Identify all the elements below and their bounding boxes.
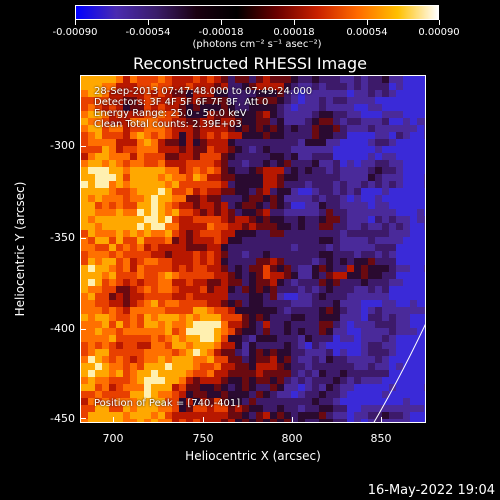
timestamp: 16-May-2022 19:04	[367, 483, 495, 498]
info-detectors: Detectors: 3F 4F 5F 6F 7F 8F, Att 0	[94, 97, 269, 108]
x-tick-label: 700	[102, 432, 124, 445]
x-tick-label: 850	[370, 432, 392, 445]
y-tick-label: -450	[50, 412, 75, 425]
image-heatmap	[81, 76, 425, 422]
y-tick-label: -300	[50, 139, 75, 152]
info-clean-counts: Clean Total counts: 2.39E+03	[94, 119, 242, 130]
colorbar-tick-label: -0.00090	[52, 27, 98, 38]
info-peak-position: Position of Peak = [740,-401]	[94, 398, 241, 409]
x-axis-label: Heliocentric X (arcsec)	[185, 449, 321, 463]
colorbar-tick-label: -0.00018	[198, 27, 244, 38]
x-tick-label: 800	[281, 432, 303, 445]
info-energy-range: Energy Range: 25.0 - 50.0 keV	[94, 108, 247, 119]
colorbar-tick-label: 0.00090	[418, 27, 460, 38]
colorbar-tick-label: 0.00054	[346, 27, 388, 38]
info-time-range: 28-Sep-2013 07:47:48.000 to 07:49:24.000	[94, 86, 313, 97]
plot-title: Reconstructed RHESSI Image	[133, 54, 367, 73]
solar-limb-line	[373, 324, 425, 422]
colorbar-tick-label: -0.00054	[125, 27, 171, 38]
y-axis-label: Heliocentric Y (arcsec)	[13, 181, 27, 317]
x-tick-label: 750	[192, 432, 214, 445]
y-tick-label: -400	[50, 322, 75, 335]
colorbar	[75, 5, 439, 20]
colorbar-tick-label: 0.00018	[273, 27, 315, 38]
rhessi-image: 28-Sep-2013 07:47:48.000 to 07:49:24.000…	[80, 75, 426, 423]
colorbar-units: (photons cm⁻² s⁻¹ asec⁻²)	[192, 39, 322, 50]
y-tick-label: -350	[50, 231, 75, 244]
